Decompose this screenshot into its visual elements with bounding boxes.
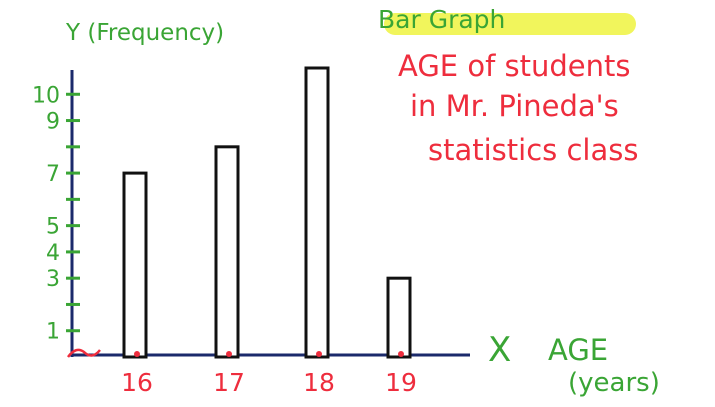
chart-title-line-1: AGE of students [398,49,630,83]
x-tick-16 [134,351,140,357]
bar-17 [214,145,240,359]
heading-highlight [384,13,636,35]
bar-18 [304,66,330,359]
y-tick-label-4: 4 [46,241,60,266]
y-axis-label: Y (Frequency) [65,20,224,46]
y-tick-labels: 1 345 7 910 [32,83,60,344]
bar-19 [386,276,412,359]
y-tick-label-1: 1 [46,320,60,345]
x-tick-17 [226,351,232,357]
x-ticks [134,351,404,357]
x-tick-18 [316,351,322,357]
y-tick-label-10: 10 [32,83,60,108]
y-ticks [66,92,80,333]
x-axis-label: AGE [548,333,608,367]
x-tick-label-19: 19 [385,368,417,397]
x-tick-19 [398,351,404,357]
bars [122,66,412,359]
chart-title-line-3: statistics class [428,133,638,167]
y-tick-label-9: 9 [46,110,60,135]
x-axis-label-units: (years) [568,368,660,398]
x-tick-label-17: 17 [213,368,245,397]
x-tick-label-16: 16 [121,368,153,397]
axis-break-squiggle [66,348,101,358]
chart-title-line-2: in Mr. Pineda's [410,89,619,123]
x-tick-label-18: 18 [303,368,335,397]
x-axis-letter: X [488,330,511,370]
chart-heading: Bar Graph [378,5,505,34]
y-tick-label-5: 5 [46,215,60,240]
y-tick-label-3: 3 [46,267,60,292]
x-tick-labels: 16 17 18 19 [121,368,417,397]
bar-16 [122,171,148,359]
y-tick-label-7: 7 [46,162,60,187]
